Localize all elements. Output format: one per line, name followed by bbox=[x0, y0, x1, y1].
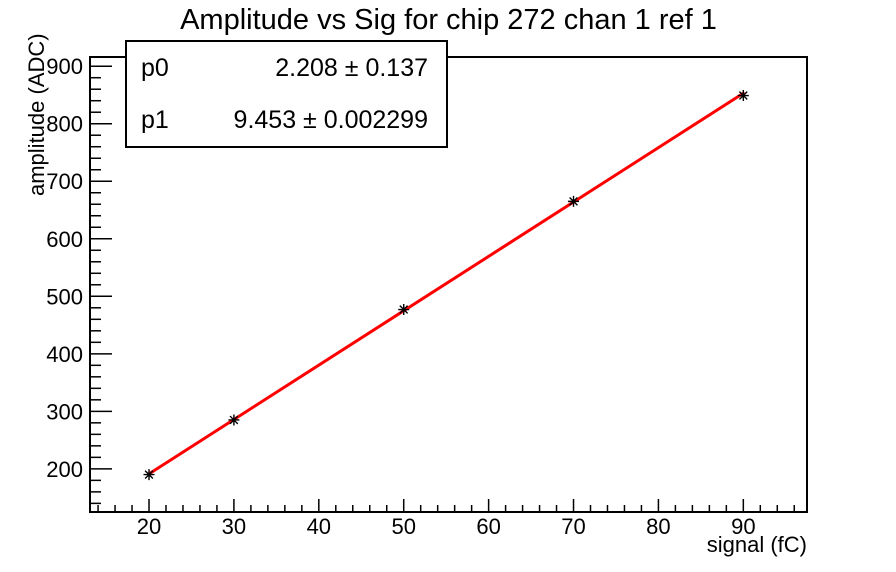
fit-line bbox=[147, 91, 745, 476]
y-tick-label: 600 bbox=[46, 227, 83, 252]
x-tick-label: 90 bbox=[731, 514, 755, 539]
x-axis-title: signal (fC) bbox=[706, 532, 807, 557]
stats-row-p0: p0 2.208 ± 0.137 bbox=[127, 54, 446, 83]
data-point-marker bbox=[737, 90, 749, 102]
data-point-marker bbox=[143, 469, 155, 481]
y-tick-label: 400 bbox=[46, 342, 83, 367]
y-tick-label: 500 bbox=[46, 284, 83, 309]
y-tick-label: 700 bbox=[46, 169, 83, 194]
x-tick-label: 50 bbox=[391, 514, 415, 539]
x-tick-label: 30 bbox=[222, 514, 246, 539]
x-tick-label: 20 bbox=[137, 514, 161, 539]
y-tick-label: 800 bbox=[46, 112, 83, 137]
data-point-marker bbox=[228, 414, 240, 426]
x-tick-label: 60 bbox=[476, 514, 500, 539]
x-tick-label: 70 bbox=[561, 514, 585, 539]
fit-stats-box: p0 2.208 ± 0.137 p1 9.453 ± 0.002299 bbox=[125, 40, 448, 148]
y-tick-label: 900 bbox=[46, 54, 83, 79]
stats-param-name: p0 bbox=[141, 53, 169, 82]
data-point-marker bbox=[568, 195, 580, 207]
stats-param-value: 2.208 ± 0.137 bbox=[275, 53, 428, 82]
stats-param-value: 9.453 ± 0.002299 bbox=[233, 105, 428, 134]
x-tick-label: 40 bbox=[307, 514, 331, 539]
y-tick-label: 300 bbox=[46, 399, 83, 424]
stats-row-p1: p1 9.453 ± 0.002299 bbox=[127, 106, 446, 135]
stats-param-name: p1 bbox=[141, 105, 169, 134]
y-tick-label: 200 bbox=[46, 457, 83, 482]
chart-title: Amplitude vs Sig for chip 272 chan 1 ref… bbox=[180, 4, 717, 36]
data-point-marker bbox=[398, 304, 410, 316]
y-axis-title: amplitude (ADC) bbox=[24, 33, 49, 196]
x-tick-label: 80 bbox=[646, 514, 670, 539]
